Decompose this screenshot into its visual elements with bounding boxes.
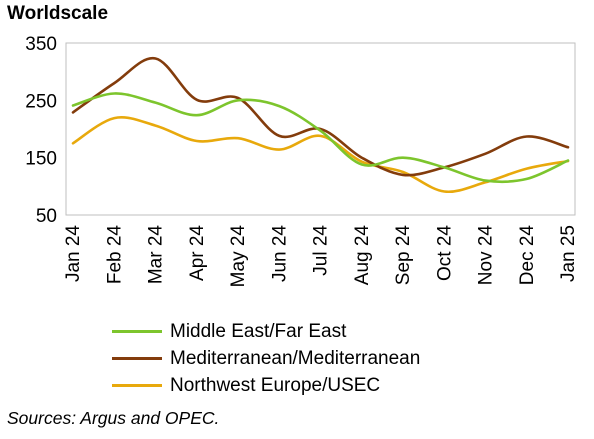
x-tick-label: Feb 24 bbox=[104, 225, 125, 285]
legend-swatch bbox=[112, 357, 162, 360]
x-tick-label: Jan 24 bbox=[63, 225, 84, 282]
source-note: Sources: Argus and OPEC. bbox=[7, 408, 220, 428]
legend-item: Mediterranean/Mediterranean bbox=[112, 345, 420, 372]
legend-swatch bbox=[112, 330, 162, 333]
legend-item: Northwest Europe/USEC bbox=[112, 372, 420, 399]
y-tick-label: 150 bbox=[25, 149, 57, 170]
legend-swatch bbox=[112, 384, 162, 387]
x-tick-label: Jul 24 bbox=[311, 225, 332, 276]
x-tick-label: Jun 24 bbox=[269, 225, 290, 282]
chart-legend: Middle East/Far East Mediterranean/Medite… bbox=[112, 318, 420, 399]
y-tick-label: 250 bbox=[25, 91, 57, 112]
series-line-2 bbox=[71, 116, 570, 194]
chart-title: Worldscale bbox=[7, 3, 109, 24]
x-tick-label: Mar 24 bbox=[146, 225, 167, 285]
x-tick-label: Oct 24 bbox=[434, 225, 455, 281]
series-line-1 bbox=[71, 57, 570, 177]
x-tick-label: Apr 24 bbox=[187, 225, 208, 281]
x-tick-label: Dec 24 bbox=[517, 225, 538, 286]
plot-area bbox=[65, 42, 576, 216]
x-tick-label: Nov 24 bbox=[476, 225, 497, 286]
y-tick-label: 350 bbox=[25, 34, 57, 55]
line-chart: 50 150 250 350 Jan 24 Feb 24 Mar 24 Apr 24 May 2… bbox=[25, 34, 579, 288]
x-tick-label: Aug 24 bbox=[352, 225, 373, 286]
legend-item: Middle East/Far East bbox=[112, 318, 420, 345]
x-tick-label: Jan 25 bbox=[558, 225, 579, 282]
y-tick-label: 50 bbox=[36, 206, 57, 227]
x-tick-label: Sep 24 bbox=[393, 225, 414, 286]
x-tick-label: May 24 bbox=[228, 225, 249, 288]
series-line-0 bbox=[71, 92, 570, 184]
legend-label: Mediterranean/Mediterranean bbox=[170, 347, 421, 369]
legend-label: Middle East/Far East bbox=[170, 320, 347, 342]
legend-label: Northwest Europe/USEC bbox=[170, 374, 381, 396]
